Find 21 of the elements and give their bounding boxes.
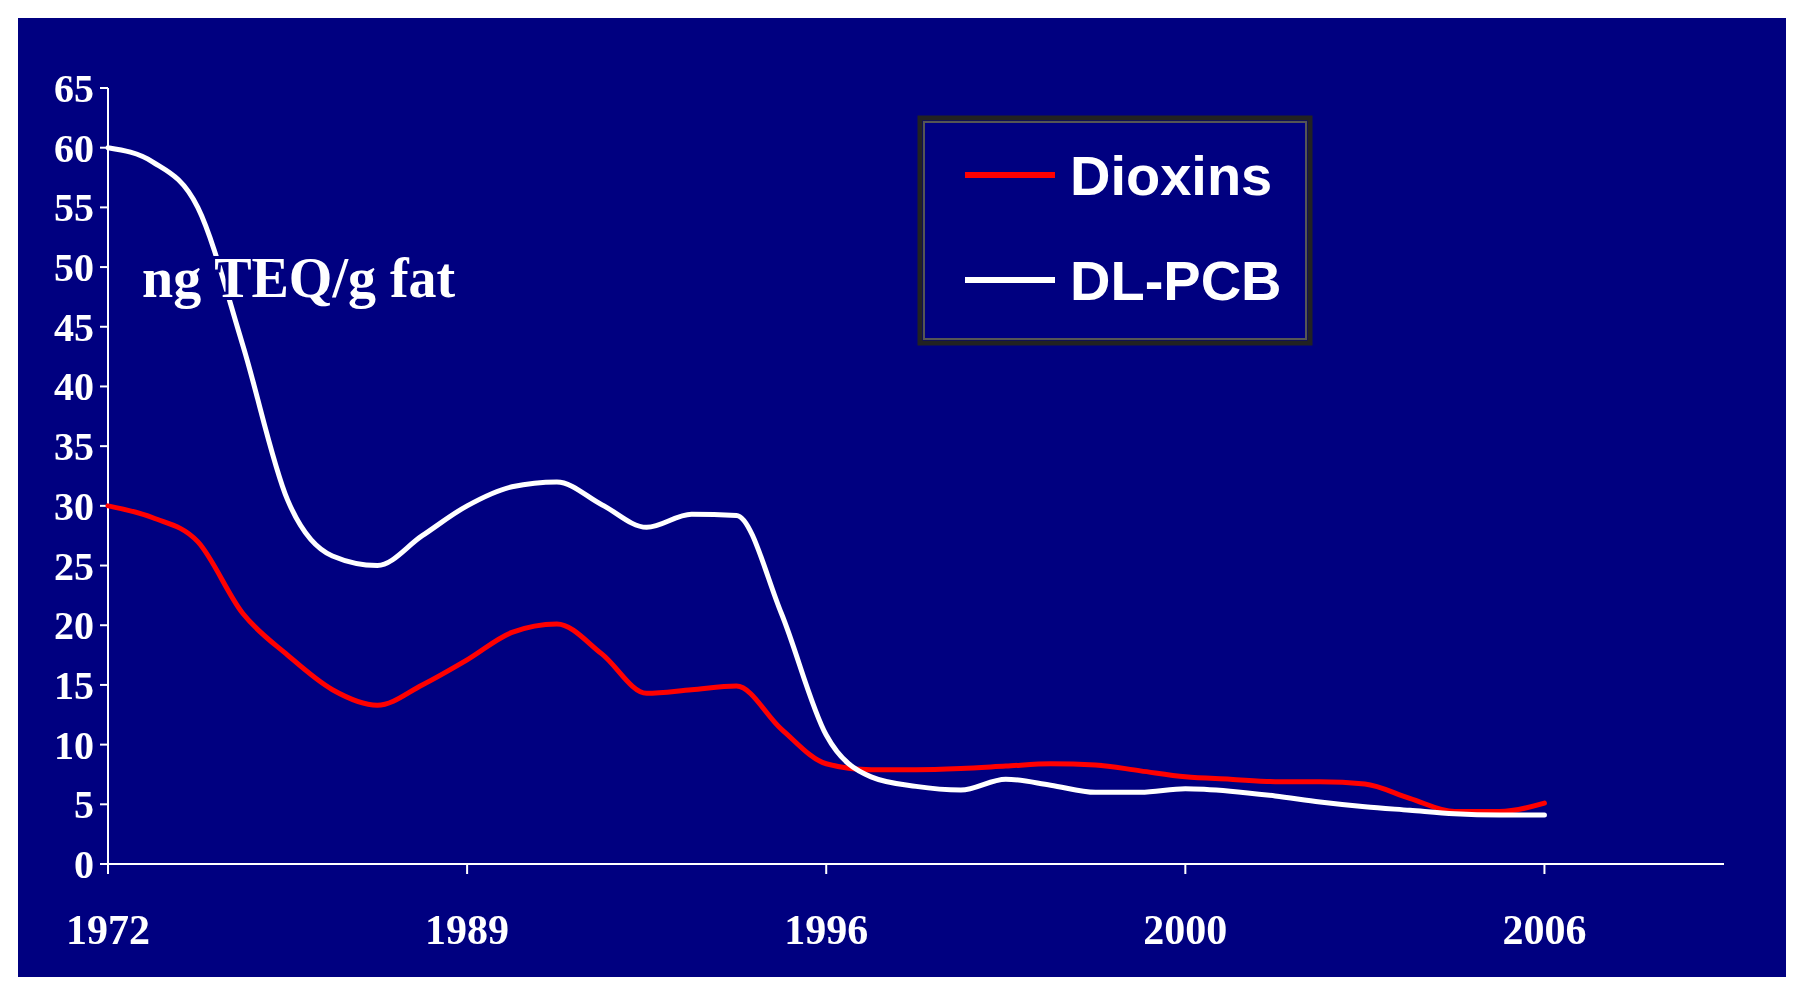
- y-tick-label: 40: [54, 364, 94, 410]
- legend-label: DL-PCB: [1070, 248, 1282, 312]
- y-tick-label: 50: [54, 245, 94, 291]
- y-tick-label: 45: [54, 304, 94, 350]
- y-tick-label: 60: [54, 125, 94, 171]
- x-tick-label: 1989: [425, 907, 510, 953]
- y-tick-label: 15: [54, 662, 94, 708]
- legend-label: Dioxins: [1070, 143, 1273, 207]
- y-tick-label: 0: [74, 842, 94, 887]
- y-tick-label: 5: [74, 782, 94, 828]
- y-tick-label: 20: [54, 603, 94, 649]
- x-tick-label: 2000: [1143, 907, 1228, 953]
- x-tick-label: 2006: [1502, 907, 1587, 953]
- y-tick-label: 55: [54, 185, 94, 231]
- y-tick-label: 25: [54, 543, 94, 589]
- y-tick-label: 35: [54, 424, 94, 470]
- x-tick-label: 1996: [784, 907, 869, 953]
- y-tick-label: 10: [54, 722, 94, 768]
- x-tick-label: 1972: [66, 907, 150, 953]
- y-tick-label: 30: [54, 483, 94, 529]
- y-tick-label: 65: [54, 66, 94, 111]
